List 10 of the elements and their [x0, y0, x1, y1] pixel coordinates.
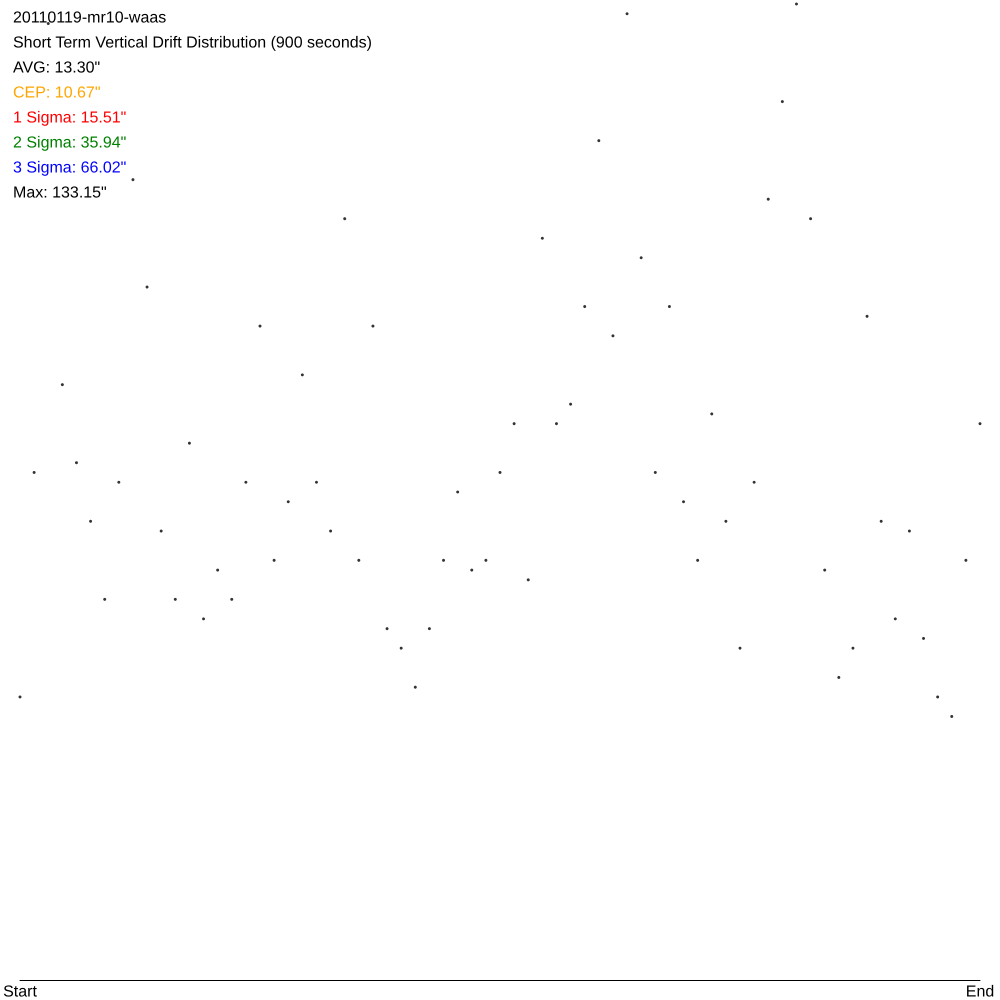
- annotation: 1 Sigma: 15.51": [13, 110, 126, 126]
- annotation: AVG: 13.30": [13, 60, 100, 76]
- annotation: Max: 133.15": [13, 184, 107, 202]
- chart-title: 20110119-mr10-waas: [13, 10, 166, 26]
- annotation: 3 Sigma: 66.02": [13, 160, 126, 176]
- text: Short Term Vertical Drift Distribution (900 seconds): [13, 34, 372, 52]
- annotation: 2 Sigma: 35.94": [13, 134, 126, 152]
- annotation: CEP: 10.67": [13, 84, 101, 102]
- x-tick-label: Start: [3, 984, 38, 1000]
- x-tick-label: End: [966, 984, 994, 1000]
